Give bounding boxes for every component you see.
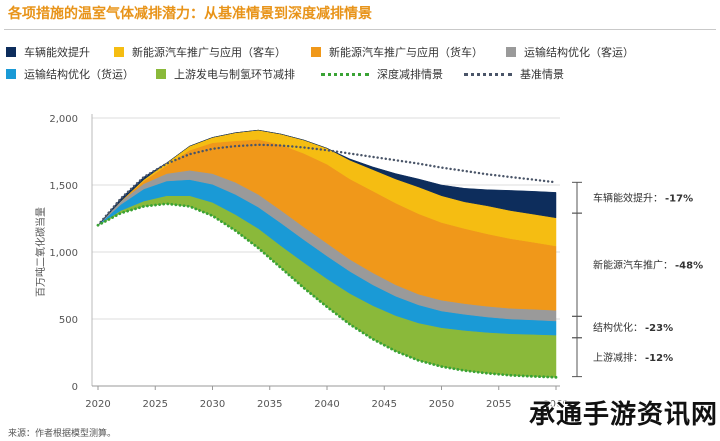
area-layers: [97, 129, 557, 378]
title-rule: [4, 29, 716, 30]
annotation-name: 新能源汽车推广：: [593, 259, 673, 272]
y-tick-label: 2,000: [49, 114, 78, 125]
area-chart: 0 500 1,000 1,500 2,000 2020 2025 2030 2035 2040…: [34, 114, 703, 410]
legend-item-structure-passenger: 运输结构优化（客运）: [506, 44, 634, 60]
legend-label-nev-freight: 新能源汽车推广与应用（货车）: [329, 46, 483, 59]
x-tick-label: 2035: [257, 399, 282, 410]
annotation-label: 新能源汽车推广： -48%: [593, 259, 703, 272]
legend-item-baseline: 基准情景: [464, 66, 564, 82]
annotation-label: 上游减排： -12%: [593, 351, 673, 364]
annotation-value: -48%: [675, 261, 703, 272]
annotation-value: -12%: [645, 353, 673, 364]
annotation-value: -23%: [645, 323, 673, 334]
x-tick-label: 2040: [314, 399, 339, 410]
y-tick-label: 1,000: [49, 248, 78, 259]
reduction-annotations: 车辆能效提升： -17% 新能源汽车推广： -48% 结构优化： -23% 上游减排： -12…: [572, 181, 703, 378]
legend: 车辆能效提升 新能源汽车推广与应用（客车） 新能源汽车推广与应用（货车） 运输结…: [6, 44, 706, 94]
legend-item-upstream: 上游发电与制氢环节减排: [156, 66, 295, 82]
legend-line-baseline: [464, 72, 512, 76]
area-series: [97, 129, 557, 226]
x-tick-label: 2045: [372, 399, 397, 410]
legend-swatch-nev-freight: [311, 47, 321, 57]
legend-swatch-upstream: [156, 69, 166, 79]
y-axis-label: 百万吨二氧化碳当量: [34, 207, 47, 297]
legend-item-nev-passenger: 新能源汽车推广与应用（客车）: [114, 44, 286, 60]
annotation-label: 结构优化： -23%: [593, 321, 673, 334]
legend-swatch-structure-freight: [6, 69, 16, 79]
legend-swatch-efficiency: [6, 47, 16, 57]
annotation-name: 结构优化：: [593, 321, 643, 334]
legend-label-structure-passenger: 运输结构优化（客运）: [524, 46, 634, 59]
legend-label-efficiency: 车辆能效提升: [24, 46, 90, 59]
legend-swatch-nev-passenger: [114, 47, 124, 57]
x-tick-label: 2025: [143, 399, 168, 410]
legend-item-deep-scenario: 深度减排情景: [321, 66, 443, 82]
x-tick-label: 2020: [85, 399, 110, 410]
x-tick-label: 2055: [486, 399, 511, 410]
legend-label-structure-freight: 运输结构优化（货运）: [24, 68, 134, 81]
y-tick-label: 0: [72, 382, 78, 393]
x-axis: 2020 2025 2030 2035 2040 2045 2050 2055 2060: [85, 385, 569, 410]
annotation-name: 上游减排：: [593, 351, 643, 364]
watermark: 承通手游资讯网: [528, 400, 718, 430]
y-tick-label: 1,500: [49, 181, 78, 192]
scenario-lines: [96, 143, 558, 379]
legend-line-deep-scenario: [321, 72, 369, 76]
annotation-name: 车辆能效提升：: [593, 192, 663, 205]
legend-label-deep-scenario: 深度减排情景: [377, 68, 443, 81]
deep-reduction-line: [96, 202, 558, 379]
x-tick-label: 2030: [200, 399, 225, 410]
annotation-label: 车辆能效提升： -17%: [593, 192, 693, 205]
legend-item-efficiency: 车辆能效提升: [6, 44, 90, 60]
annotation-value: -17%: [665, 194, 693, 205]
legend-label-nev-passenger: 新能源汽车推广与应用（客车）: [132, 46, 286, 59]
legend-item-nev-freight: 新能源汽车推广与应用（货车）: [311, 44, 483, 60]
y-axis: 0 500 1,000 1,500 2,000: [49, 114, 93, 393]
y-tick-label: 500: [59, 315, 78, 326]
legend-label-baseline: 基准情景: [520, 68, 564, 81]
legend-swatch-structure-passenger: [506, 47, 516, 57]
legend-label-upstream: 上游发电与制氢环节减排: [174, 68, 295, 81]
chart-title: 各项措施的温室气体减排潜力：从基准情景到深度减排情景: [8, 6, 372, 22]
x-tick-label: 2060: [543, 399, 568, 410]
baseline-line: [96, 143, 558, 227]
x-tick-label: 2050: [429, 399, 454, 410]
source-note: 来源：作者根据模型测算。: [8, 429, 117, 439]
legend-item-structure-freight: 运输结构优化（货运）: [6, 66, 134, 82]
